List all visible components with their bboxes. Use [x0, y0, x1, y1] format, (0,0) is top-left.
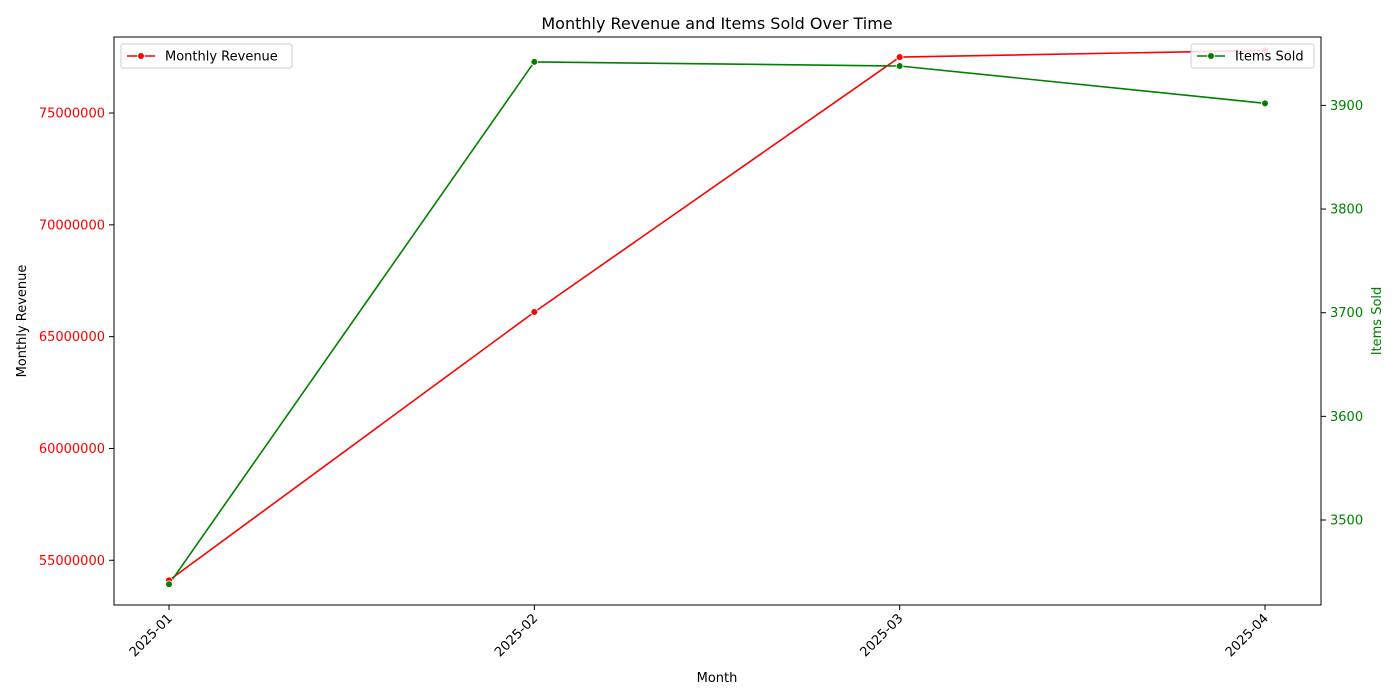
- plot-area: 2025-01 2025-02 2025-03 2025-04 55000000 6000…: [39, 36, 1363, 660]
- revenue-point-3: [895, 53, 904, 61]
- x-tick-label-4: 2025-04: [1223, 611, 1272, 660]
- y-right-tick-label-3: 3700: [1330, 306, 1363, 321]
- series-line-items-sold: [168, 61, 1266, 585]
- legend-items-sold-label: Items Sold: [1235, 50, 1304, 65]
- series-line-monthly-revenue: [168, 49, 1266, 582]
- chart-title: Monthly Revenue and Items Sold Over Time: [541, 14, 892, 33]
- y-axis-left-title: Monthly Revenue: [15, 265, 30, 378]
- revenue-point-2: [530, 308, 539, 316]
- legend-items-sold-swatch-marker: [1207, 52, 1215, 60]
- y-left-tick-label-1: 55000000: [39, 554, 105, 569]
- legend-items-sold-box: [1190, 43, 1315, 69]
- x-tick-label-2: 2025-02: [492, 611, 541, 660]
- y-axis-right-title: Items Sold: [1370, 287, 1385, 356]
- legend-monthly-revenue-box: [120, 43, 293, 69]
- y-right-tick-label-1: 3500: [1330, 514, 1363, 529]
- x-tick-label-1: 2025-01: [127, 611, 176, 660]
- y-left-tick-label-2: 60000000: [39, 442, 105, 457]
- items-sold-point-4: [1261, 99, 1269, 108]
- plot-frame: [113, 36, 1322, 606]
- legend-monthly-revenue-label: Monthly Revenue: [165, 50, 278, 65]
- items-sold-point-3: [895, 62, 904, 70]
- items-sold-point-1: [165, 580, 173, 589]
- y-left-tick-label-4: 70000000: [39, 218, 105, 233]
- x-axis-title: Month: [697, 671, 738, 686]
- y-right-tick-label-4: 3800: [1330, 203, 1363, 218]
- y-left-tick-label-5: 75000000: [39, 107, 105, 122]
- y-right-tick-label-2: 3600: [1330, 410, 1363, 425]
- y-left-tick-label-3: 65000000: [39, 330, 105, 345]
- legend-monthly-revenue-swatch-marker: [137, 52, 145, 60]
- x-tick-label-3: 2025-03: [857, 611, 906, 660]
- y-right-tick-label-5: 3900: [1330, 99, 1363, 114]
- items-sold-point-2: [530, 58, 539, 66]
